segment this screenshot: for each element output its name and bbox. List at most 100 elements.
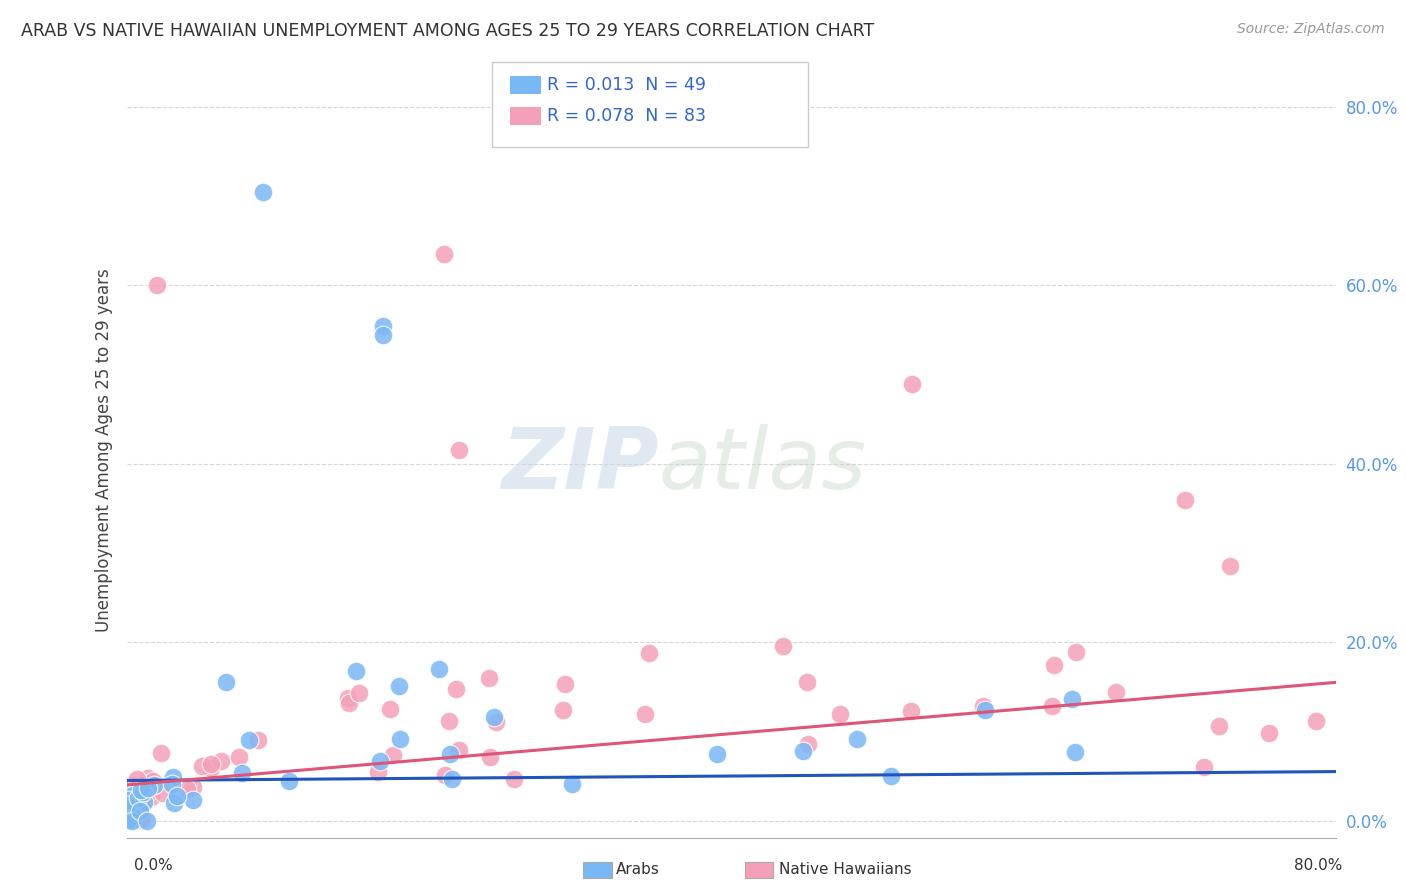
Point — [129, 805, 152, 819]
Point — [828, 706, 851, 721]
Point — [634, 707, 657, 722]
Point — [200, 756, 222, 771]
Point — [373, 318, 395, 333]
Point — [129, 794, 152, 808]
Point — [200, 761, 222, 775]
Point — [125, 780, 148, 795]
Point — [846, 732, 869, 747]
Point — [551, 703, 574, 717]
Point — [437, 714, 460, 728]
Point — [1062, 692, 1084, 706]
Point — [796, 674, 818, 689]
Text: 80.0%: 80.0% — [1295, 858, 1343, 872]
Point — [447, 443, 470, 458]
Point — [142, 774, 165, 789]
Point — [444, 682, 467, 697]
Point — [792, 744, 814, 758]
Point — [638, 646, 661, 660]
Point — [152, 786, 174, 800]
Point — [1105, 685, 1128, 699]
Point — [433, 247, 456, 261]
Point — [1192, 760, 1215, 774]
Point — [278, 773, 301, 788]
Point — [121, 779, 143, 793]
Point — [209, 755, 232, 769]
Point — [900, 704, 922, 718]
Y-axis label: Unemployment Among Ages 25 to 29 years: Unemployment Among Ages 25 to 29 years — [94, 268, 112, 632]
Point — [561, 777, 583, 791]
Text: R = 0.013  N = 49: R = 0.013 N = 49 — [547, 76, 706, 94]
Point — [373, 327, 395, 342]
Point — [214, 675, 236, 690]
Point — [901, 376, 924, 391]
Point — [120, 805, 142, 819]
Point — [478, 671, 501, 685]
Text: Arabs: Arabs — [616, 863, 659, 877]
Point — [143, 779, 166, 793]
Point — [160, 777, 183, 791]
Point — [122, 785, 145, 799]
Point — [138, 780, 160, 795]
Text: Native Hawaiians: Native Hawaiians — [779, 863, 911, 877]
Point — [176, 782, 198, 797]
Point — [118, 780, 141, 794]
Point — [163, 796, 186, 810]
Point — [449, 743, 471, 757]
Point — [974, 703, 997, 717]
Point — [181, 793, 204, 807]
Point — [120, 811, 142, 825]
Point — [117, 813, 139, 827]
Point — [117, 788, 139, 802]
Point — [349, 686, 371, 700]
Text: Source: ZipAtlas.com: Source: ZipAtlas.com — [1237, 22, 1385, 37]
Point — [972, 698, 994, 713]
Point — [228, 750, 250, 764]
Point — [141, 790, 163, 805]
Point — [115, 785, 138, 799]
Point — [131, 813, 153, 827]
Point — [478, 750, 501, 764]
Point — [138, 771, 160, 785]
Point — [427, 662, 450, 676]
Point — [120, 813, 142, 827]
Point — [124, 783, 146, 797]
Point — [433, 768, 456, 782]
Point — [122, 811, 145, 825]
Point — [439, 747, 461, 762]
Point — [127, 805, 149, 819]
Point — [117, 792, 139, 806]
Point — [117, 781, 139, 796]
Point — [118, 793, 141, 807]
Point — [1063, 745, 1085, 759]
Point — [706, 747, 728, 761]
Point — [136, 814, 159, 828]
Point — [120, 795, 142, 809]
Point — [1042, 699, 1064, 714]
Point — [797, 737, 820, 751]
Point — [484, 710, 506, 724]
Point — [122, 803, 145, 817]
Point — [388, 679, 411, 693]
Point — [117, 810, 139, 824]
Point — [181, 780, 204, 794]
Point — [231, 766, 253, 780]
Point — [122, 800, 145, 814]
Point — [132, 795, 155, 809]
Point — [129, 782, 152, 797]
Point — [121, 808, 143, 822]
Text: ARAB VS NATIVE HAWAIIAN UNEMPLOYMENT AMONG AGES 25 TO 29 YEARS CORRELATION CHART: ARAB VS NATIVE HAWAIIAN UNEMPLOYMENT AMO… — [21, 22, 875, 40]
Point — [122, 809, 145, 823]
Point — [115, 798, 138, 813]
Point — [118, 801, 141, 815]
Point — [554, 677, 576, 691]
Point — [1064, 645, 1087, 659]
Point — [1219, 559, 1241, 574]
Point — [121, 802, 143, 816]
Point — [1208, 719, 1230, 733]
Point — [238, 732, 260, 747]
Text: R = 0.078  N = 83: R = 0.078 N = 83 — [547, 107, 706, 125]
Point — [166, 789, 188, 804]
Point — [132, 785, 155, 799]
Point — [252, 185, 274, 199]
Point — [879, 769, 901, 783]
